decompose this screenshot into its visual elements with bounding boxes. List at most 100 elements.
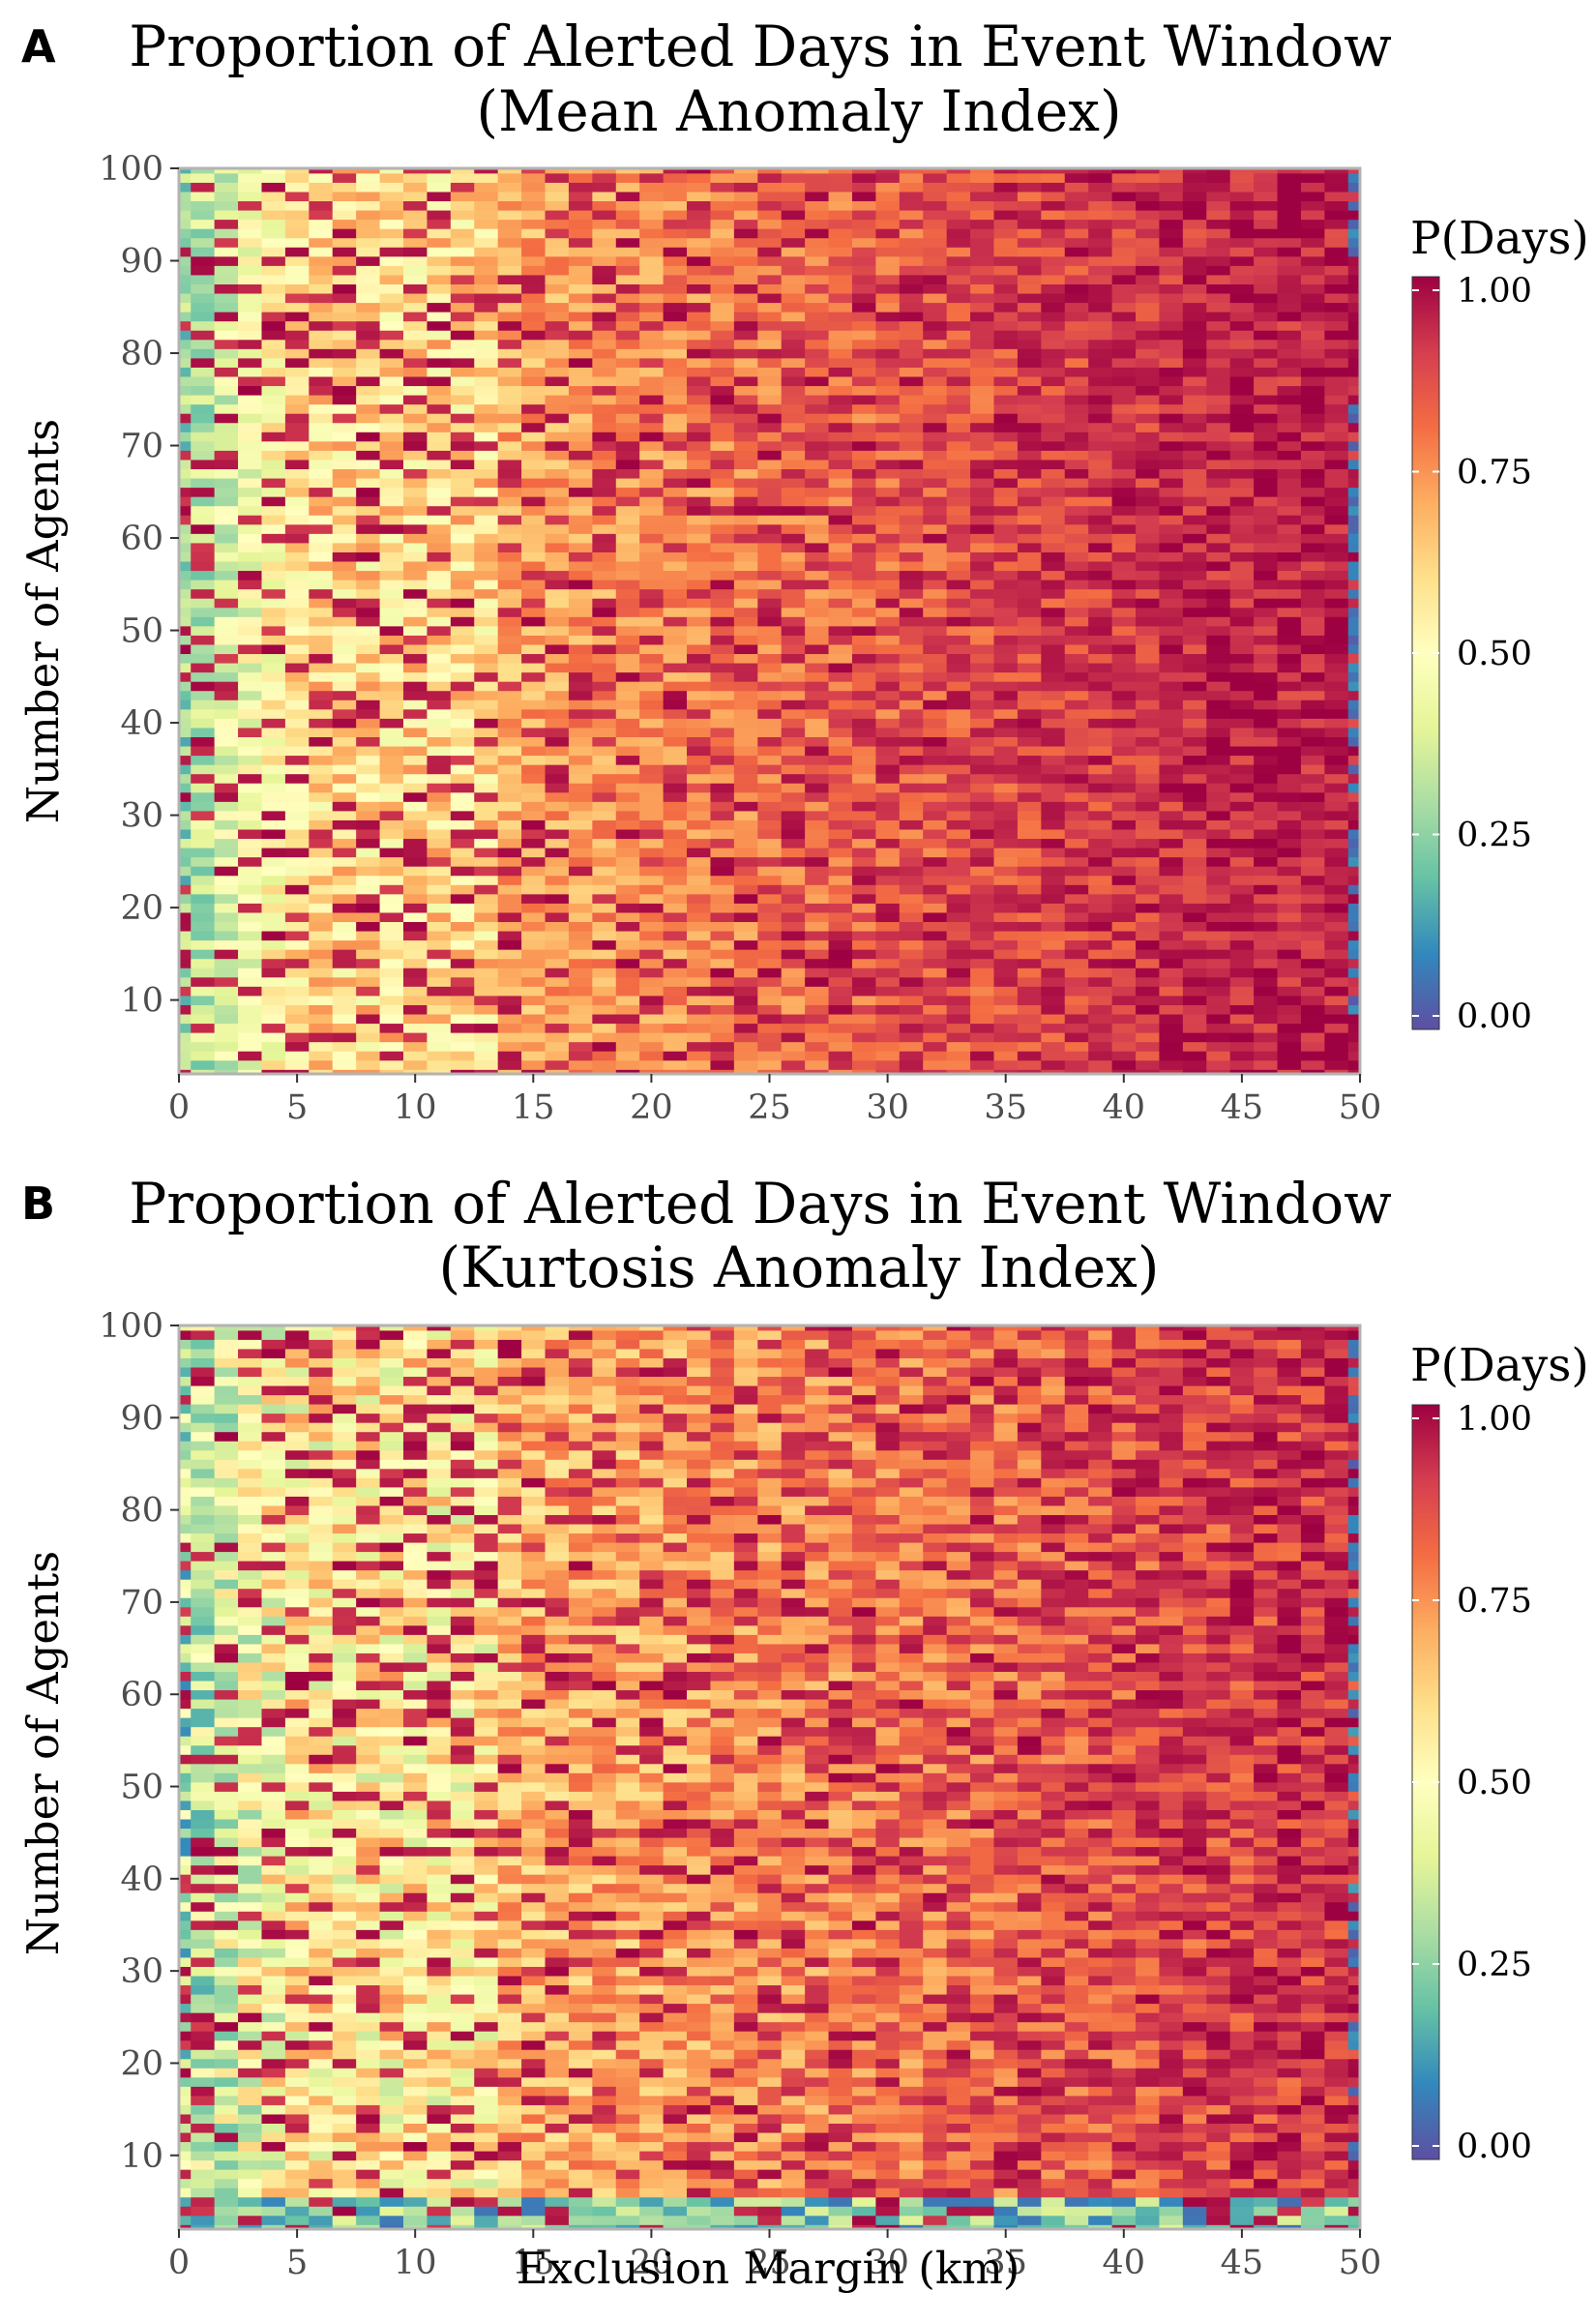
heatmap-cell <box>805 791 830 802</box>
heatmap-cell <box>1017 764 1042 775</box>
heatmap-cell <box>332 1051 357 1061</box>
heatmap-cell <box>733 968 758 978</box>
heatmap-cell <box>781 477 806 489</box>
heatmap-cell <box>191 810 216 820</box>
heatmap-cell <box>1182 274 1207 284</box>
heatmap-cell <box>379 1032 404 1043</box>
heatmap-cell <box>828 1069 853 1075</box>
heatmap-cell <box>993 283 1019 294</box>
heatmap-cell <box>970 616 995 627</box>
heatmap-cell <box>875 848 901 858</box>
heatmap-cell <box>450 247 475 257</box>
heatmap-cell <box>1206 1059 1231 1070</box>
heatmap-cell <box>238 357 263 368</box>
heatmap-cell <box>427 339 452 349</box>
heatmap-cell <box>1277 468 1302 479</box>
heatmap-cell <box>261 348 286 359</box>
heatmap-cell <box>1347 930 1361 941</box>
heatmap-cell <box>379 247 404 257</box>
heatmap-cell <box>309 375 334 387</box>
heatmap-cell <box>179 718 192 729</box>
heatmap-cell <box>993 801 1019 812</box>
heatmap-cell <box>1277 477 1302 489</box>
heatmap-cell <box>379 968 404 978</box>
heatmap-cell <box>214 1069 239 1075</box>
heatmap-cell <box>238 200 263 211</box>
heatmap-cell <box>450 477 475 489</box>
heatmap-cell <box>1182 348 1207 359</box>
heatmap-cell <box>1111 477 1137 489</box>
heatmap-cell <box>1324 828 1349 840</box>
heatmap-cell <box>805 958 830 968</box>
heatmap-cell <box>733 533 758 544</box>
heatmap-cell <box>214 588 239 599</box>
heatmap-cell <box>545 1059 570 1070</box>
heatmap-cell <box>757 911 783 923</box>
heatmap-cell <box>261 903 286 913</box>
heatmap-cell <box>356 459 381 470</box>
heatmap-cell <box>1088 1004 1113 1015</box>
heatmap-cell <box>379 949 404 960</box>
heatmap-cell <box>733 588 758 599</box>
heatmap-cell <box>474 791 499 802</box>
heatmap-cell <box>1041 339 1066 349</box>
heatmap-cell <box>379 505 404 516</box>
heatmap-cell <box>615 1051 640 1061</box>
heatmap-cell <box>427 921 452 932</box>
heatmap-cell <box>687 911 712 923</box>
heatmap-cell <box>710 819 735 830</box>
heatmap-cell <box>1041 1004 1066 1015</box>
heatmap-cell <box>568 1023 593 1033</box>
heatmap-cell <box>1229 607 1255 617</box>
heatmap-cell <box>379 681 404 692</box>
heatmap-cell <box>687 515 712 525</box>
heatmap-cell <box>402 385 429 396</box>
heatmap-cell <box>427 662 452 673</box>
heatmap-cell <box>402 302 429 313</box>
heatmap-cell <box>497 635 522 645</box>
heatmap-cell <box>356 764 381 775</box>
heatmap-cell <box>615 320 640 331</box>
heatmap-cell <box>923 302 948 313</box>
heatmap-cell <box>214 477 239 489</box>
heatmap-cell <box>191 986 216 997</box>
heatmap-cell <box>733 247 758 257</box>
heatmap-cell <box>851 1023 876 1033</box>
heatmap-cell <box>179 523 192 534</box>
heatmap-cell <box>663 949 688 960</box>
heatmap-cell <box>781 1051 806 1061</box>
heatmap-cell <box>284 468 310 479</box>
heatmap-cell <box>191 533 216 544</box>
heatmap-cell <box>1064 995 1089 1005</box>
heatmap-cell <box>521 228 547 239</box>
heatmap-cell <box>568 671 593 682</box>
heatmap-cell <box>179 727 192 737</box>
heatmap-cell <box>1136 172 1161 183</box>
heatmap-cell <box>757 625 783 636</box>
heatmap-cell <box>284 598 310 609</box>
heatmap-cell <box>450 1023 475 1033</box>
heatmap-cell <box>1347 302 1361 313</box>
heatmap-cell <box>309 810 334 820</box>
heatmap-cell <box>970 745 995 757</box>
heatmap-cell <box>592 312 617 322</box>
heatmap-cell <box>402 662 429 673</box>
heatmap-cell <box>521 1069 547 1075</box>
heatmap-cell <box>1064 903 1089 913</box>
heatmap-cell <box>214 570 239 580</box>
heatmap-cell <box>284 662 310 673</box>
heatmap-cell <box>805 385 830 396</box>
heatmap-cell <box>402 265 429 276</box>
heatmap-cell <box>663 643 688 655</box>
heatmap-cell <box>427 292 452 304</box>
heatmap-cell <box>1064 736 1089 747</box>
heatmap-cell <box>592 200 617 211</box>
heatmap-cell <box>284 283 310 294</box>
heatmap-cell <box>946 718 971 729</box>
heatmap-cell <box>970 375 995 387</box>
heatmap-cell <box>1064 182 1089 193</box>
heatmap-cell <box>875 413 901 424</box>
heatmap-cell <box>687 255 712 266</box>
heatmap-cell <box>521 219 547 229</box>
heatmap-cell <box>1136 505 1161 516</box>
